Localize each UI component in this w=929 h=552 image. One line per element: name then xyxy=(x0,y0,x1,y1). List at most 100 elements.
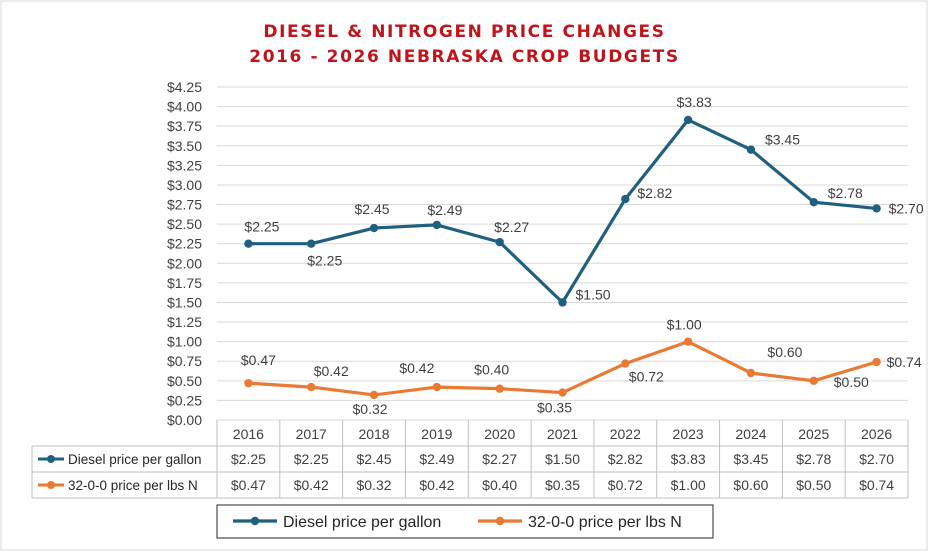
data-label: $3.45 xyxy=(765,132,800,148)
x-tick-label: 2021 xyxy=(547,426,578,442)
y-tick-label: $0.25 xyxy=(167,392,202,408)
data-label: $2.49 xyxy=(427,202,462,218)
data-label: $2.27 xyxy=(494,219,529,235)
y-tick-label: $1.00 xyxy=(167,334,202,350)
table-cell: $0.60 xyxy=(733,477,768,493)
table-legend-marker xyxy=(47,481,55,489)
x-tick-label: 2016 xyxy=(233,426,264,442)
data-label: $0.42 xyxy=(314,363,349,379)
x-tick-label: 2026 xyxy=(861,426,892,442)
table-cell: $2.82 xyxy=(608,451,643,467)
legend xyxy=(216,504,714,539)
table-cell: $2.49 xyxy=(419,451,454,467)
x-tick-label: 2024 xyxy=(735,426,766,442)
y-tick-label: $0.00 xyxy=(167,412,202,428)
data-point xyxy=(683,115,693,125)
data-label: $2.70 xyxy=(889,200,924,216)
table-legend-marker xyxy=(47,455,55,463)
y-tick-label: $0.75 xyxy=(167,353,202,369)
y-tick-label: $3.50 xyxy=(167,138,202,154)
data-point xyxy=(307,382,316,392)
table-cell: $3.45 xyxy=(733,451,768,467)
table-cell: $0.47 xyxy=(231,477,266,493)
data-label: $0.42 xyxy=(399,360,434,376)
table-cell: $2.78 xyxy=(796,451,831,467)
x-tick-label: 2020 xyxy=(484,426,515,442)
data-point xyxy=(746,145,756,154)
data-point xyxy=(621,359,630,368)
table-cell: $1.00 xyxy=(671,477,706,493)
y-tick-label: $3.75 xyxy=(167,118,202,134)
data-label: $0.74 xyxy=(887,354,922,370)
legend-label: 32-0-0 price per lbs N xyxy=(528,514,682,531)
data-label: $1.50 xyxy=(576,286,611,302)
data-point xyxy=(432,220,442,230)
chart-title-line2: 2016 - 2026 NEBRASKA CROP BUDGETS xyxy=(249,47,680,67)
data-label: $2.78 xyxy=(828,185,863,201)
chart-title-line1: DIESEL & NITROGEN PRICE CHANGES xyxy=(263,22,666,42)
data-label: $1.00 xyxy=(667,317,702,333)
x-tick-label: 2025 xyxy=(798,426,829,442)
data-point xyxy=(746,368,756,378)
table-cell: $0.50 xyxy=(796,477,831,493)
table-cell: $1.50 xyxy=(545,451,580,467)
x-tick-label: 2017 xyxy=(296,426,327,442)
data-label: $0.32 xyxy=(353,401,388,417)
data-label: $0.47 xyxy=(241,352,276,368)
y-tick-label: $1.50 xyxy=(167,294,202,310)
data-point xyxy=(495,237,504,247)
data-point xyxy=(558,298,567,307)
data-label: $2.25 xyxy=(244,219,279,235)
data-label: $2.82 xyxy=(637,185,672,201)
x-tick-label: 2023 xyxy=(673,426,704,442)
data-label: $0.40 xyxy=(474,362,509,378)
data-point xyxy=(369,390,379,400)
data-label: $0.35 xyxy=(537,400,572,416)
data-point xyxy=(307,239,316,248)
data-label: $0.60 xyxy=(767,344,802,360)
table-cell: $2.25 xyxy=(294,451,329,467)
x-tick-label: 2022 xyxy=(610,426,641,442)
data-point xyxy=(558,388,567,397)
table-cell: $2.70 xyxy=(859,451,894,467)
table-cell: $0.72 xyxy=(608,477,643,493)
y-tick-label: $2.50 xyxy=(167,216,202,232)
data-label: $0.50 xyxy=(834,374,869,390)
data-point xyxy=(621,194,630,204)
y-tick-label: $4.25 xyxy=(167,79,202,95)
data-point xyxy=(872,204,881,213)
y-tick-label: $0.50 xyxy=(167,373,202,389)
data-point xyxy=(432,382,442,392)
legend-marker xyxy=(495,516,505,526)
y-tick-label: $3.25 xyxy=(167,157,202,173)
table-cell: $2.27 xyxy=(482,451,517,467)
y-tick-label: $4.00 xyxy=(167,99,202,115)
legend-label: Diesel price per gallon xyxy=(283,514,441,531)
y-tick-label: $3.00 xyxy=(167,177,202,193)
data-label: $2.45 xyxy=(355,201,390,217)
data-point xyxy=(369,223,379,233)
table-cell: $2.25 xyxy=(231,451,266,467)
y-tick-label: $1.75 xyxy=(167,275,202,291)
x-tick-label: 2018 xyxy=(358,426,389,442)
table-cell: $0.32 xyxy=(357,477,392,493)
y-tick-label: $2.75 xyxy=(167,197,202,213)
table-cell: $0.42 xyxy=(419,477,454,493)
table-cell: $2.45 xyxy=(357,451,392,467)
data-label: $2.25 xyxy=(307,253,342,269)
table-cell: $0.42 xyxy=(294,477,329,493)
table-cell: $0.35 xyxy=(545,477,580,493)
table-series-name: 32-0-0 price per lbs N xyxy=(68,478,198,493)
data-point xyxy=(872,357,881,367)
data-point xyxy=(809,197,818,207)
table-cell: $3.83 xyxy=(671,451,706,467)
y-tick-label: $1.25 xyxy=(167,314,202,330)
table-series-name: Diesel price per gallon xyxy=(68,452,202,467)
data-label: $3.83 xyxy=(677,94,712,110)
table-cell: $0.74 xyxy=(859,477,894,493)
data-point xyxy=(683,337,693,346)
data-label: $0.72 xyxy=(629,369,664,385)
